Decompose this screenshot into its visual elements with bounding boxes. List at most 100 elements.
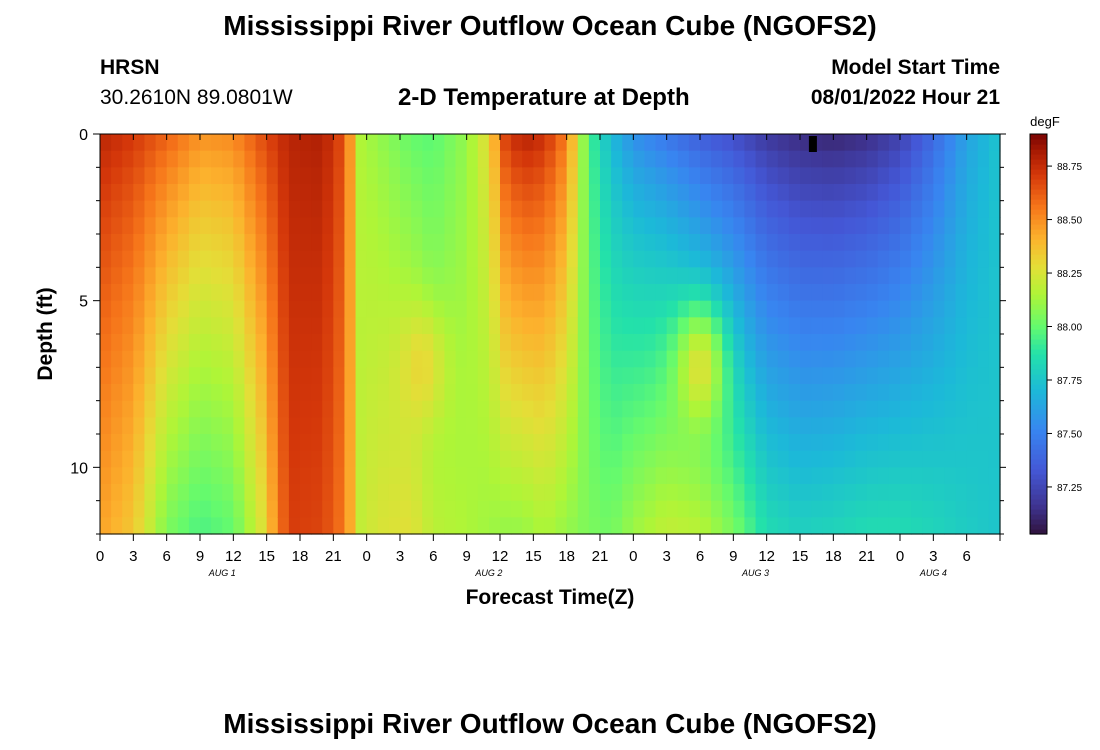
heatmap-cell — [211, 350, 223, 368]
heatmap-cell — [388, 134, 401, 152]
heatmap-cell — [844, 267, 857, 285]
heatmap-cell — [955, 250, 968, 268]
heatmap-cell — [333, 467, 346, 485]
heatmap-cell — [822, 400, 834, 418]
heatmap-cell — [133, 417, 146, 435]
heatmap-cell — [266, 434, 279, 452]
heatmap-cell — [800, 467, 812, 485]
x-tick-label: 18 — [292, 548, 309, 565]
heatmap-cell — [744, 267, 757, 285]
heatmap-cell — [655, 400, 668, 418]
heatmap-cell — [777, 217, 790, 235]
heatmap-cell — [588, 484, 601, 502]
heatmap-cell — [833, 234, 846, 252]
heatmap-cell — [788, 434, 801, 452]
heatmap-cell — [933, 150, 946, 168]
heatmap-cell — [955, 484, 968, 502]
heatmap-cell — [955, 134, 968, 152]
heatmap-cell — [244, 334, 257, 352]
heatmap-cell — [277, 517, 290, 535]
heatmap-cell — [788, 350, 801, 368]
heatmap-cell — [833, 300, 846, 318]
x-tick-label: 12 — [492, 548, 509, 565]
heatmap-cell — [311, 167, 323, 185]
heatmap-cell — [233, 434, 246, 452]
heatmap-cell — [866, 150, 879, 168]
heatmap-cell — [822, 267, 834, 285]
heatmap-cell — [255, 200, 268, 218]
heatmap-cell — [266, 217, 279, 235]
heatmap-cell — [311, 367, 323, 385]
heatmap-cell — [866, 250, 879, 268]
heatmap-cell — [344, 167, 357, 185]
heatmap-cell — [211, 300, 223, 318]
heatmap-cell — [388, 417, 401, 435]
heatmap-cell — [700, 367, 712, 385]
heatmap-cell — [644, 300, 657, 318]
heatmap-cell — [344, 400, 357, 418]
heatmap-cell — [433, 234, 446, 252]
heatmap-cell — [122, 467, 134, 485]
heatmap-cell — [244, 300, 257, 318]
heatmap-cell — [222, 150, 234, 168]
heatmap-cell — [788, 467, 801, 485]
colorbar-segment — [1030, 164, 1047, 170]
heatmap-cell — [633, 217, 646, 235]
heatmap-cell — [700, 500, 712, 518]
heatmap-cell — [866, 300, 879, 318]
heatmap-cell — [188, 167, 201, 185]
heatmap-cell — [566, 384, 579, 402]
heatmap-cell — [555, 450, 568, 468]
heatmap-cell — [322, 484, 334, 502]
heatmap-cell — [977, 517, 990, 535]
colorbar-segment — [1030, 354, 1047, 360]
heatmap-cell — [300, 200, 312, 218]
heatmap-cell — [455, 200, 468, 218]
heatmap-cell — [666, 450, 679, 468]
heatmap-cell — [611, 250, 623, 268]
heatmap-cell — [244, 317, 257, 335]
heatmap-cell — [722, 134, 734, 152]
heatmap-cell — [544, 350, 557, 368]
heatmap-cell — [855, 400, 868, 418]
heatmap-cell — [500, 417, 512, 435]
heatmap-cell — [688, 284, 701, 302]
heatmap-cell — [822, 300, 834, 318]
heatmap-cell — [277, 234, 290, 252]
heatmap-cell — [322, 350, 334, 368]
heatmap-cell — [888, 217, 901, 235]
heatmap-cell — [822, 434, 834, 452]
heatmap-cell — [711, 484, 723, 502]
heatmap-cell — [577, 167, 590, 185]
heatmap-cell — [255, 367, 268, 385]
heatmap-cell — [333, 167, 346, 185]
heatmap-cell — [177, 367, 190, 385]
heatmap-cell — [655, 284, 668, 302]
model-start-label: Model Start Time — [831, 56, 1000, 79]
heatmap-cell — [755, 350, 768, 368]
heatmap-cell — [466, 384, 479, 402]
heatmap-cell — [866, 500, 879, 518]
heatmap-cell — [444, 417, 457, 435]
heatmap-cell — [133, 167, 146, 185]
heatmap-cell — [355, 500, 368, 518]
heatmap-cell — [811, 300, 823, 318]
heatmap-cell — [266, 284, 279, 302]
heatmap-cell — [866, 184, 879, 202]
heatmap-cell — [600, 267, 612, 285]
heatmap-cell — [822, 517, 834, 535]
heatmap-cell — [866, 200, 879, 218]
heatmap-cell — [700, 217, 712, 235]
heatmap-cell — [566, 200, 579, 218]
heatmap-cell — [533, 150, 546, 168]
heatmap-cell — [388, 500, 401, 518]
heatmap-cell — [288, 417, 301, 435]
heatmap-cell — [122, 184, 134, 202]
heatmap-cell — [577, 300, 590, 318]
heatmap-cell — [655, 350, 668, 368]
heatmap-cell — [988, 167, 1001, 185]
heatmap-cell — [611, 350, 623, 368]
heatmap-cell — [411, 184, 423, 202]
heatmap-cell — [477, 284, 490, 302]
heatmap-cell — [588, 400, 601, 418]
